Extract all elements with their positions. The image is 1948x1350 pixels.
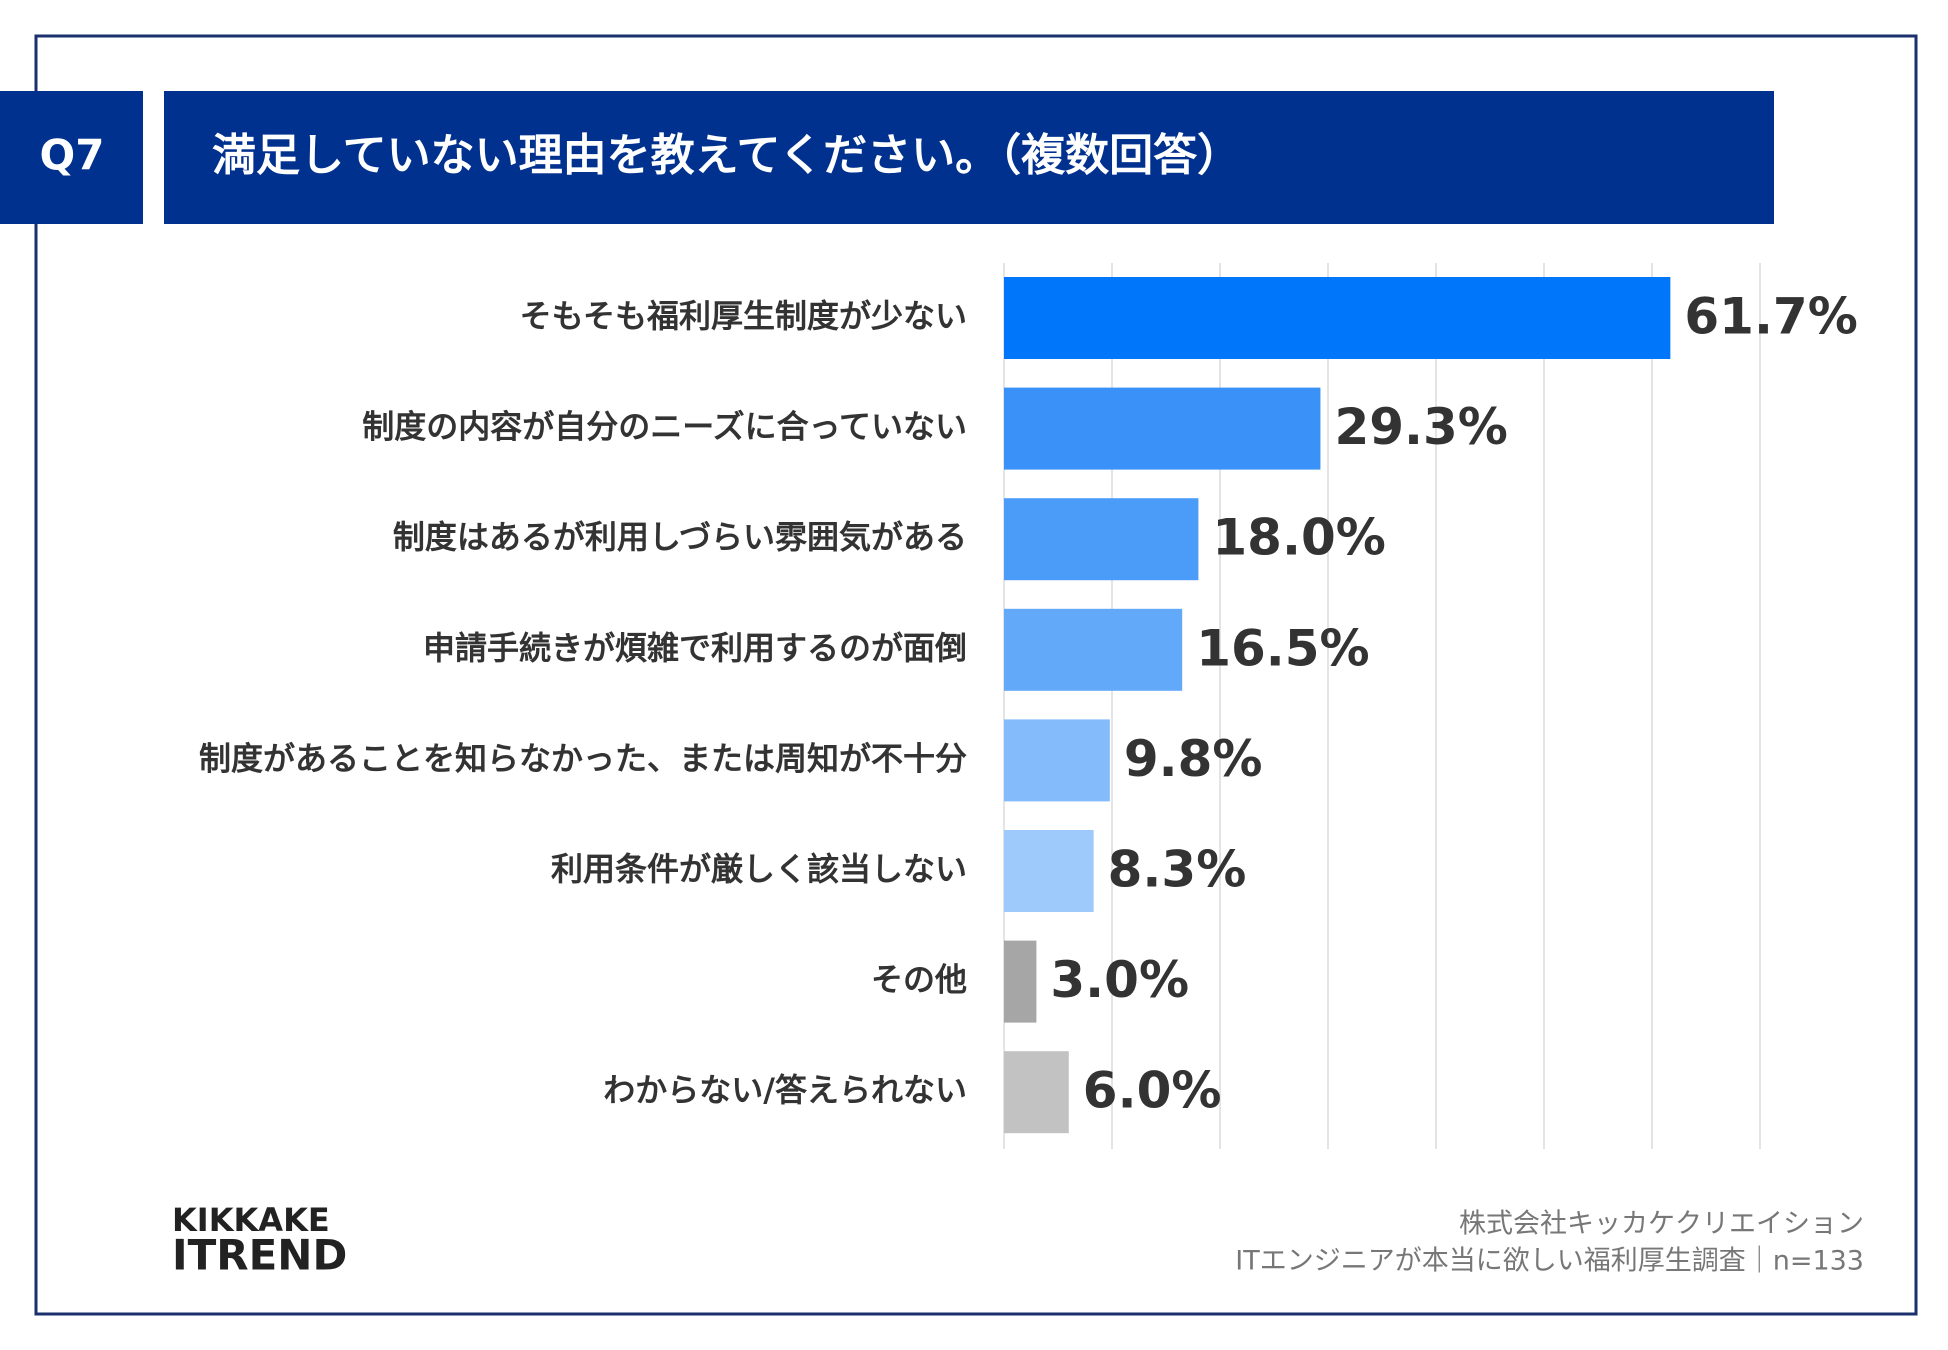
- category-label: 制度はあるが利用しづらい雰囲気がある: [393, 518, 967, 556]
- category-label: わからない/答えられない: [603, 1071, 967, 1109]
- logo-text: KIKKAKE: [172, 1201, 330, 1239]
- question-badge: [0, 91, 143, 224]
- value-label: 29.3%: [1334, 398, 1507, 456]
- bar: [1004, 1051, 1069, 1134]
- value-label: 18.0%: [1212, 509, 1385, 567]
- logo: KIKKAKE ITREND: [172, 1201, 347, 1280]
- bar: [1004, 498, 1199, 581]
- value-label: 61.7%: [1684, 288, 1857, 346]
- frame: [34, 34, 1918, 1316]
- category-label: 制度があることを知らなかった、または周知が不十分: [199, 739, 967, 777]
- bar: [1004, 940, 1037, 1023]
- footer-company: 株式会社キッカケクリエイション: [1459, 1209, 1864, 1240]
- value-label: 3.0%: [1050, 951, 1189, 1009]
- question-number: Q7: [40, 131, 105, 180]
- logo-text: ITREND: [172, 1231, 347, 1280]
- value-label: 16.5%: [1196, 619, 1369, 677]
- category-label: そもそも福利厚生制度が少ない: [520, 297, 967, 335]
- footer-survey: ITエンジニアが本当に欲しい福利厚生調査｜n=133: [1235, 1246, 1864, 1277]
- bar: [1004, 277, 1671, 359]
- category-label: 申請手続きが煩雑で利用するのが面倒: [423, 629, 967, 667]
- title-bar: [164, 91, 1774, 224]
- value-label: 6.0%: [1083, 1062, 1222, 1120]
- category-label: その他: [871, 961, 967, 999]
- chart-title: 満足していない理由を教えてください。（複数回答）: [212, 130, 1241, 181]
- value-label: 9.8%: [1124, 730, 1263, 788]
- bar: [1004, 830, 1094, 912]
- bar: [1004, 387, 1321, 470]
- category-label: 利用条件が厳しく該当しない: [551, 850, 967, 888]
- category-label: 制度の内容が自分のニーズに合っていない: [362, 408, 967, 446]
- bar: [1004, 719, 1110, 802]
- value-label: 8.3%: [1108, 841, 1247, 899]
- bar: [1004, 608, 1183, 691]
